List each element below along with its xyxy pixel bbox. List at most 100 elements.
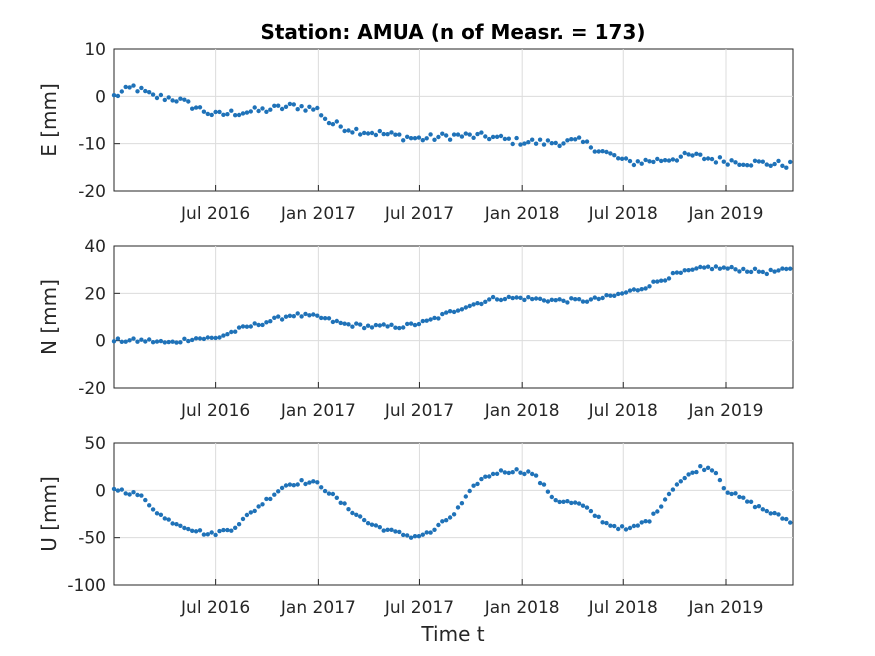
north-data-point xyxy=(432,315,437,321)
up-data-point xyxy=(150,507,156,512)
up-data-point xyxy=(174,522,179,527)
up-data-point xyxy=(111,486,117,492)
east-data-point xyxy=(319,113,324,118)
east-data-point xyxy=(561,141,566,146)
north-data-point xyxy=(502,296,508,302)
up-data-point xyxy=(655,509,660,514)
up-data-point xyxy=(229,528,234,533)
up-data-point xyxy=(377,525,382,530)
east-data-point xyxy=(502,136,508,142)
up-y-tick-label: -100 xyxy=(67,576,106,596)
east-data-point xyxy=(229,108,234,113)
up-data-point xyxy=(639,520,644,525)
north-data-point xyxy=(541,298,547,303)
north-axes-frame xyxy=(113,245,794,389)
up-data-point xyxy=(182,525,187,531)
up-data-point xyxy=(319,485,324,490)
east-data-point xyxy=(498,133,504,139)
up-data-point xyxy=(518,470,523,475)
up-data-point xyxy=(561,499,566,504)
north-data-point xyxy=(287,313,293,318)
north-data-point xyxy=(408,321,414,326)
up-data-point xyxy=(784,516,789,522)
north-data-point xyxy=(733,267,738,272)
north-data-point xyxy=(573,297,578,302)
east-data-point xyxy=(627,158,633,164)
up-data-point xyxy=(483,474,488,479)
east-data-point xyxy=(506,136,511,141)
up-data-point xyxy=(326,491,332,496)
up-data-point xyxy=(342,501,347,506)
up-data-point xyxy=(358,514,363,519)
east-data-point xyxy=(131,83,136,88)
east-data-point xyxy=(424,136,429,141)
north-data-point xyxy=(236,325,242,330)
north-data-point xyxy=(561,298,566,303)
east-data-point xyxy=(459,134,465,139)
north-data-point xyxy=(510,295,515,301)
up-data-point xyxy=(760,507,765,512)
north-data-point xyxy=(694,266,699,271)
east-data-point xyxy=(307,104,312,110)
east-data-point xyxy=(162,97,167,103)
east-data-point xyxy=(635,159,640,164)
up-data-point xyxy=(307,480,312,485)
up-data-point xyxy=(647,519,652,524)
east-data-point xyxy=(616,156,621,161)
north-data-point xyxy=(319,315,324,321)
up-data-point xyxy=(678,479,683,484)
up-data-point xyxy=(662,497,668,502)
up-data-point xyxy=(236,522,242,527)
east-data-point xyxy=(178,96,183,101)
north-data-point xyxy=(229,329,234,335)
up-data-point xyxy=(682,475,687,481)
east-data-point xyxy=(588,145,594,150)
up-data-point xyxy=(659,504,664,509)
north-data-point xyxy=(311,312,316,317)
up-data-point xyxy=(686,472,691,477)
up-data-point xyxy=(764,508,769,514)
north-data-point xyxy=(729,264,734,270)
east-data-point xyxy=(283,104,289,110)
panels: 10 0 -10 -20 Jul 2016 Jan 2017 Jul 2017 Jan 201… xyxy=(37,40,794,618)
east-data-point xyxy=(182,97,187,102)
up-data-point xyxy=(619,524,625,529)
north-data-point xyxy=(170,339,175,344)
east-data-point xyxy=(260,106,265,111)
up-data-point xyxy=(788,520,793,525)
east-data-point xyxy=(276,103,281,108)
up-data-point xyxy=(225,527,230,533)
up-data-point xyxy=(635,523,640,528)
north-data-point xyxy=(283,314,289,319)
up-y-tick-label: 50 xyxy=(84,434,106,454)
north-data-point xyxy=(205,335,210,340)
east-data-point xyxy=(647,159,652,164)
up-data-point xyxy=(537,480,543,486)
east-data-point xyxy=(248,109,253,114)
up-y-tick-label: 0 xyxy=(95,481,106,501)
up-data-point xyxy=(444,518,449,523)
up-data-point xyxy=(752,504,758,510)
east-data-point xyxy=(233,113,238,118)
east-data-point xyxy=(334,119,339,124)
up-data-point xyxy=(713,470,719,476)
east-data-point xyxy=(764,162,769,167)
up-x-tick-label: Jan 2018 xyxy=(484,598,560,618)
north-data-point xyxy=(659,278,664,283)
north-x-tick-label: Jan 2019 xyxy=(688,401,764,421)
up-data-point xyxy=(573,500,578,505)
up-data-point xyxy=(733,491,738,496)
up-data-point xyxy=(287,482,293,487)
east-data-point xyxy=(186,99,191,104)
east-data-point xyxy=(533,141,539,146)
north-data-point xyxy=(428,317,433,322)
north-data-point xyxy=(307,313,312,318)
up-data-point xyxy=(260,502,265,507)
up-data-point xyxy=(315,480,320,485)
north-data-point xyxy=(725,266,730,271)
up-data-point xyxy=(397,529,402,535)
up-data-point xyxy=(768,511,773,516)
up-data-point xyxy=(209,530,214,535)
up-data-point xyxy=(248,510,253,515)
up-x-tick-label: Jul 2018 xyxy=(588,598,658,618)
